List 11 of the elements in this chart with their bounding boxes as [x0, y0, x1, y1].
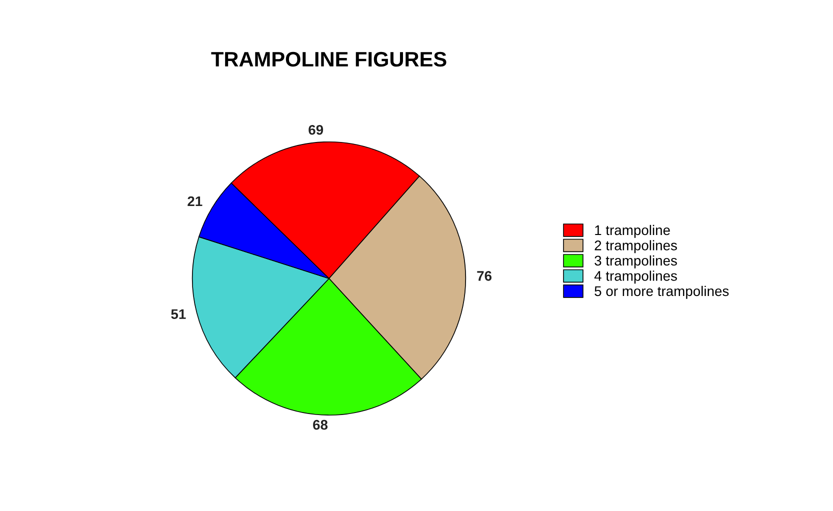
legend-label: 5 or more trampolines — [594, 286, 729, 299]
data-label: 76 — [477, 270, 492, 281]
chart-title: TRAMPOLINE FIGURES — [211, 52, 446, 67]
legend-label: 3 trampolines — [594, 255, 677, 268]
data-label: 68 — [313, 420, 328, 430]
data-label: 21 — [188, 196, 202, 206]
data-label: 69 — [308, 124, 324, 135]
legend-label: 4 trampolines — [594, 270, 677, 284]
data-label: 51 — [171, 309, 186, 320]
legend-label: 2 trampolines — [594, 240, 677, 254]
legend-label: 1 trampoline — [595, 224, 670, 238]
